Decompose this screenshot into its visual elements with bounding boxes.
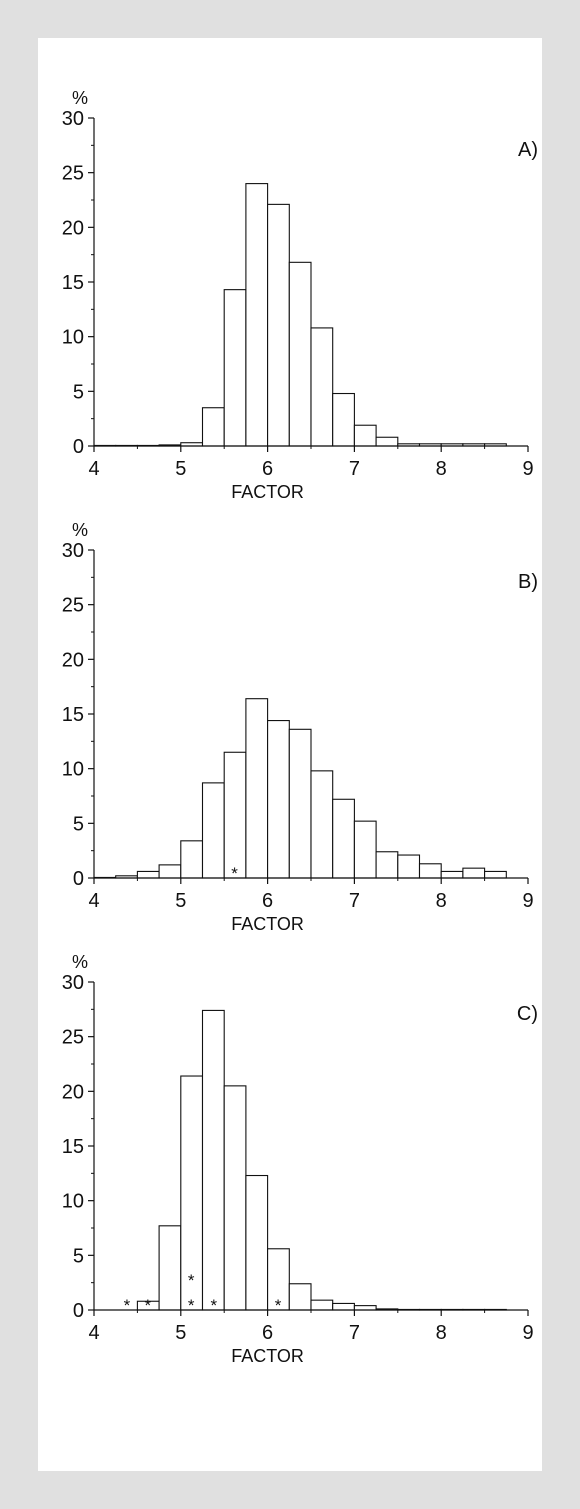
chart-a-x-tick-label-2: 6: [262, 458, 273, 480]
chart-c-x-tick-label-1: 5: [175, 1322, 186, 1344]
chart-a-panel-label: A): [518, 139, 538, 161]
chart-c-y-tick-label-6: 30: [62, 972, 84, 994]
chart-b-bar-14: [397, 854, 421, 879]
chart-a-group: 0 5 10 15 20 25 30 4 5 6 7 8 9 FACTOR% A): [62, 88, 538, 502]
chart-a-y-unit-label: %: [72, 88, 88, 108]
chart-a-y-tick-label-2: 10: [62, 327, 84, 349]
chart-b-y-tick-label-1: 5: [73, 813, 84, 835]
chart-b-y-tick-label-0: 0: [73, 868, 84, 890]
chart-c-bar-1: [158, 1225, 182, 1311]
chart-a-bar-11: [332, 392, 355, 447]
histogram-figure: 0 5 10 15 20 25 30 4 5 6 7 8 9 FACTOR% A) 0 5 10 15 20 25 30 4…: [62, 88, 538, 1366]
chart-b-bar-17: [462, 867, 486, 879]
chart-b-y-tick-label-6: 30: [62, 540, 84, 562]
chart-b-bar-4: [180, 840, 204, 879]
chart-b-x-tick-label-3: 7: [349, 890, 360, 912]
chart-b-bar-3: [158, 864, 182, 879]
chart-b-bar-6: [223, 751, 247, 879]
chart-c-bar-7: [288, 1283, 312, 1311]
chart-b-bar-5: [201, 782, 225, 879]
chart-c-x-tick-label-2: 6: [262, 1322, 273, 1344]
chart-c-y-tick-label-0: 0: [73, 1300, 84, 1322]
chart-a-y-tick-label-1: 5: [73, 381, 84, 403]
chart-b-group: 0 5 10 15 20 25 30 4 5 6 7 8 9 FACTOR% B) *: [62, 520, 538, 934]
chart-a-x-tick-label-5: 9: [522, 458, 533, 480]
chart-a-x-tick-label-1: 5: [175, 458, 186, 480]
chart-b-x-tick-label-1: 5: [175, 890, 186, 912]
chart-b-y-unit-label: %: [72, 520, 88, 540]
chart-c-marker-4: *: [210, 1296, 217, 1315]
chart-c-x-tick-label-3: 7: [349, 1322, 360, 1344]
chart-c-bar-3: [201, 1009, 225, 1311]
chart-b-marker-0: *: [231, 864, 238, 883]
chart-c-y-tick-label-4: 20: [62, 1081, 84, 1103]
chart-a-y-tick-label-6: 30: [62, 108, 84, 130]
chart-a-bar-9: [288, 261, 312, 447]
chart-a-bar-13: [375, 436, 399, 447]
chart-a-x-tick-label-3: 7: [349, 458, 360, 480]
chart-a-y-tick-label-4: 20: [62, 217, 84, 239]
chart-a-bar-8: [267, 203, 290, 447]
chart-c-y-tick-label-1: 5: [73, 1245, 84, 1267]
chart-c-x-tick-label-5: 9: [522, 1322, 533, 1344]
chart-c-marker-5: *: [275, 1296, 282, 1315]
chart-c-x-tick-label-0: 4: [88, 1322, 99, 1344]
chart-b-bar-10: [310, 770, 334, 879]
chart-c-marker-0: *: [124, 1296, 131, 1315]
chart-c-bar-9: [332, 1302, 355, 1311]
chart-b-y-tick-label-4: 20: [62, 649, 84, 671]
chart-c-bar-8: [310, 1299, 334, 1311]
chart-c-x-axis-label: FACTOR: [231, 1346, 304, 1366]
chart-b-bar-9: [288, 728, 312, 879]
chart-b-x-tick-label-4: 8: [436, 890, 447, 912]
chart-c-bar-10: [353, 1305, 377, 1311]
chart-b-bar-11: [332, 798, 355, 879]
chart-b-bar-2: [136, 870, 160, 879]
chart-c-y-tick-label-5: 25: [62, 1027, 84, 1049]
chart-b-x-tick-label-5: 9: [522, 890, 533, 912]
chart-c-y-tick-label-2: 10: [62, 1191, 84, 1213]
chart-a-x-tick-label-4: 8: [436, 458, 447, 480]
chart-a-bar-6: [223, 289, 247, 447]
chart-a-bar-5: [201, 407, 225, 447]
chart-b-bar-18: [484, 870, 507, 879]
chart-c-marker-3: *: [188, 1271, 195, 1290]
chart-a-y-tick-label-0: 0: [73, 436, 84, 458]
chart-a-x-axis-label: FACTOR: [231, 482, 304, 502]
chart-c-bar-4: [223, 1085, 247, 1311]
chart-c-group: 0 5 10 15 20 25 30 4 5 6 7 8 9 FACTOR% C) * * * * * *: [62, 952, 538, 1366]
chart-b-y-tick-label-2: 10: [62, 759, 84, 781]
chart-a-y-tick-label-5: 25: [62, 163, 84, 185]
chart-b-bar-15: [418, 863, 442, 879]
chart-b-x-axis-label: FACTOR: [231, 914, 304, 934]
chart-b-bar-8: [267, 720, 290, 879]
chart-b-bar-12: [353, 820, 377, 879]
chart-b-y-tick-label-3: 15: [62, 704, 84, 726]
figure-panel: 0 5 10 15 20 25 30 4 5 6 7 8 9 FACTOR% A) 0 5 10 15 20 25 30 4…: [38, 38, 542, 1471]
chart-a-bar-12: [353, 424, 377, 447]
chart-c-x-tick-label-4: 8: [436, 1322, 447, 1344]
chart-b-y-tick-label-5: 25: [62, 595, 84, 617]
chart-a-bar-10: [310, 327, 334, 447]
chart-a-bar-7: [245, 183, 269, 447]
chart-c-y-tick-label-3: 15: [62, 1136, 84, 1158]
chart-a-y-tick-label-3: 15: [62, 272, 84, 294]
chart-c-marker-1: *: [145, 1296, 152, 1315]
chart-c-y-unit-label: %: [72, 952, 88, 972]
chart-b-bar-16: [440, 870, 464, 879]
chart-c-panel-label: C): [517, 1003, 538, 1025]
chart-b-bar-13: [375, 851, 399, 879]
chart-b-panel-label: B): [518, 571, 538, 593]
chart-b-bar-7: [245, 698, 269, 879]
chart-c-bar-5: [245, 1174, 269, 1311]
chart-b-x-tick-label-2: 6: [262, 890, 273, 912]
chart-a-x-tick-label-0: 4: [88, 458, 99, 480]
chart-b-x-tick-label-0: 4: [88, 890, 99, 912]
chart-c-marker-2: *: [188, 1296, 195, 1315]
